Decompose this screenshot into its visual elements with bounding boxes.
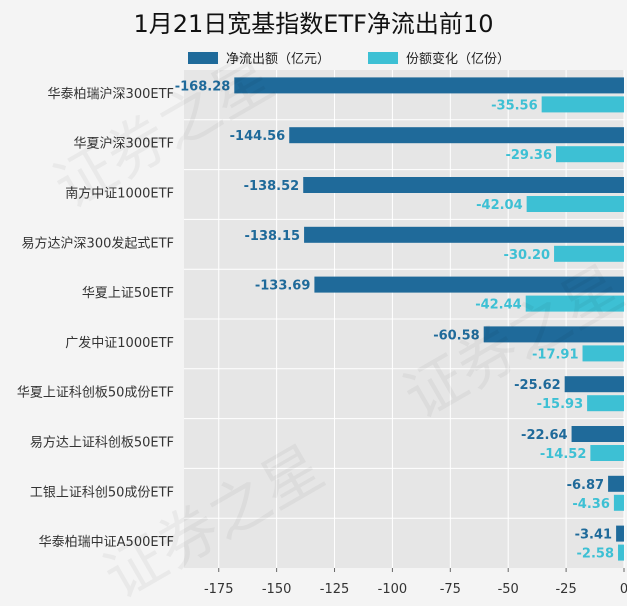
category-label: 华夏沪深300ETF xyxy=(74,136,174,152)
data-label-share-change: -2.58 xyxy=(577,547,614,562)
legend-item-net-outflow: 净流出额（亿元） xyxy=(188,48,330,67)
category-label: 华泰柏瑞中证A500ETF xyxy=(39,535,174,550)
bar-share-change xyxy=(582,345,624,362)
x-tick-label: -75 xyxy=(440,582,461,597)
category-label: 华泰柏瑞沪深300ETF xyxy=(48,86,174,102)
x-tick-label: -175 xyxy=(204,582,234,597)
category-label: 易方达沪深300发起式ETF xyxy=(22,235,174,251)
x-tick-label: -100 xyxy=(378,582,408,597)
bar-share-change xyxy=(613,494,624,511)
category-label: 广发中证1000ETF xyxy=(65,335,174,351)
data-label-share-change: -42.04 xyxy=(476,198,523,213)
bar-share-change xyxy=(526,196,624,212)
data-label-share-change: -42.44 xyxy=(475,298,522,313)
data-label-net-outflow: -3.41 xyxy=(575,528,612,543)
bar-share-change xyxy=(556,146,624,163)
data-label-net-outflow: -144.56 xyxy=(230,129,286,144)
data-label-share-change: -15.93 xyxy=(537,397,584,412)
data-label-net-outflow: -6.87 xyxy=(567,478,604,493)
bar-net-outflow xyxy=(564,376,624,393)
chart-title: 1月21日宽基指数ETF净流出前10 xyxy=(133,10,494,38)
bar-net-outflow xyxy=(483,326,624,343)
x-tick-label: -150 xyxy=(262,582,292,597)
x-tick-label: -50 xyxy=(498,582,519,597)
legend-item-share-change: 份额变化（亿份） xyxy=(368,48,510,67)
x-tick-label: 0 xyxy=(620,582,627,597)
legend-swatch-net-outflow xyxy=(188,51,218,64)
category-label: 华夏上证科创板50成份ETF xyxy=(17,386,174,401)
data-label-share-change: -4.36 xyxy=(572,497,609,512)
bar-net-outflow xyxy=(234,77,624,94)
data-label-net-outflow: -60.58 xyxy=(433,328,480,343)
x-tick-label: -25 xyxy=(555,582,576,597)
bar-net-outflow xyxy=(304,226,624,243)
category-label: 工银上证科创50成份ETF xyxy=(30,485,174,500)
bar-net-outflow xyxy=(289,127,624,144)
data-label-net-outflow: -22.64 xyxy=(521,428,568,443)
bar-share-change xyxy=(618,544,624,561)
bar-net-outflow xyxy=(303,177,624,193)
bar-share-change xyxy=(525,295,624,312)
data-label-net-outflow: -168.28 xyxy=(175,79,231,94)
bar-net-outflow xyxy=(616,525,624,542)
legend-label-net-outflow: 净流出额（亿元） xyxy=(226,52,331,67)
category-label: 易方达上证科创板50ETF xyxy=(30,435,174,451)
category-label: 华夏上证50ETF xyxy=(82,286,174,301)
data-label-share-change: -30.20 xyxy=(504,248,551,263)
data-label-share-change: -35.56 xyxy=(491,98,538,113)
bar-net-outflow xyxy=(608,475,624,492)
legend: 净流出额（亿元） 份额变化（亿份） xyxy=(0,48,627,68)
data-label-share-change: -29.36 xyxy=(505,148,552,163)
data-label-net-outflow: -138.15 xyxy=(245,229,301,244)
legend-label-share-change: 份额变化（亿份） xyxy=(406,52,511,67)
bar-net-outflow xyxy=(571,426,624,442)
bar-share-change xyxy=(541,96,624,113)
x-tick-label: -125 xyxy=(320,582,350,597)
bar-share-change xyxy=(590,445,624,461)
data-label-share-change: -14.52 xyxy=(540,447,587,462)
data-label-net-outflow: -133.69 xyxy=(255,279,311,294)
category-label: 南方中证1000ETF xyxy=(65,186,174,202)
bar-share-change xyxy=(587,395,624,412)
data-label-share-change: -17.91 xyxy=(532,347,579,362)
legend-swatch-share-change xyxy=(368,51,398,64)
data-label-net-outflow: -138.52 xyxy=(244,179,300,194)
bar-net-outflow xyxy=(314,276,624,293)
data-label-net-outflow: -25.62 xyxy=(514,378,561,393)
bar-share-change xyxy=(554,245,624,262)
